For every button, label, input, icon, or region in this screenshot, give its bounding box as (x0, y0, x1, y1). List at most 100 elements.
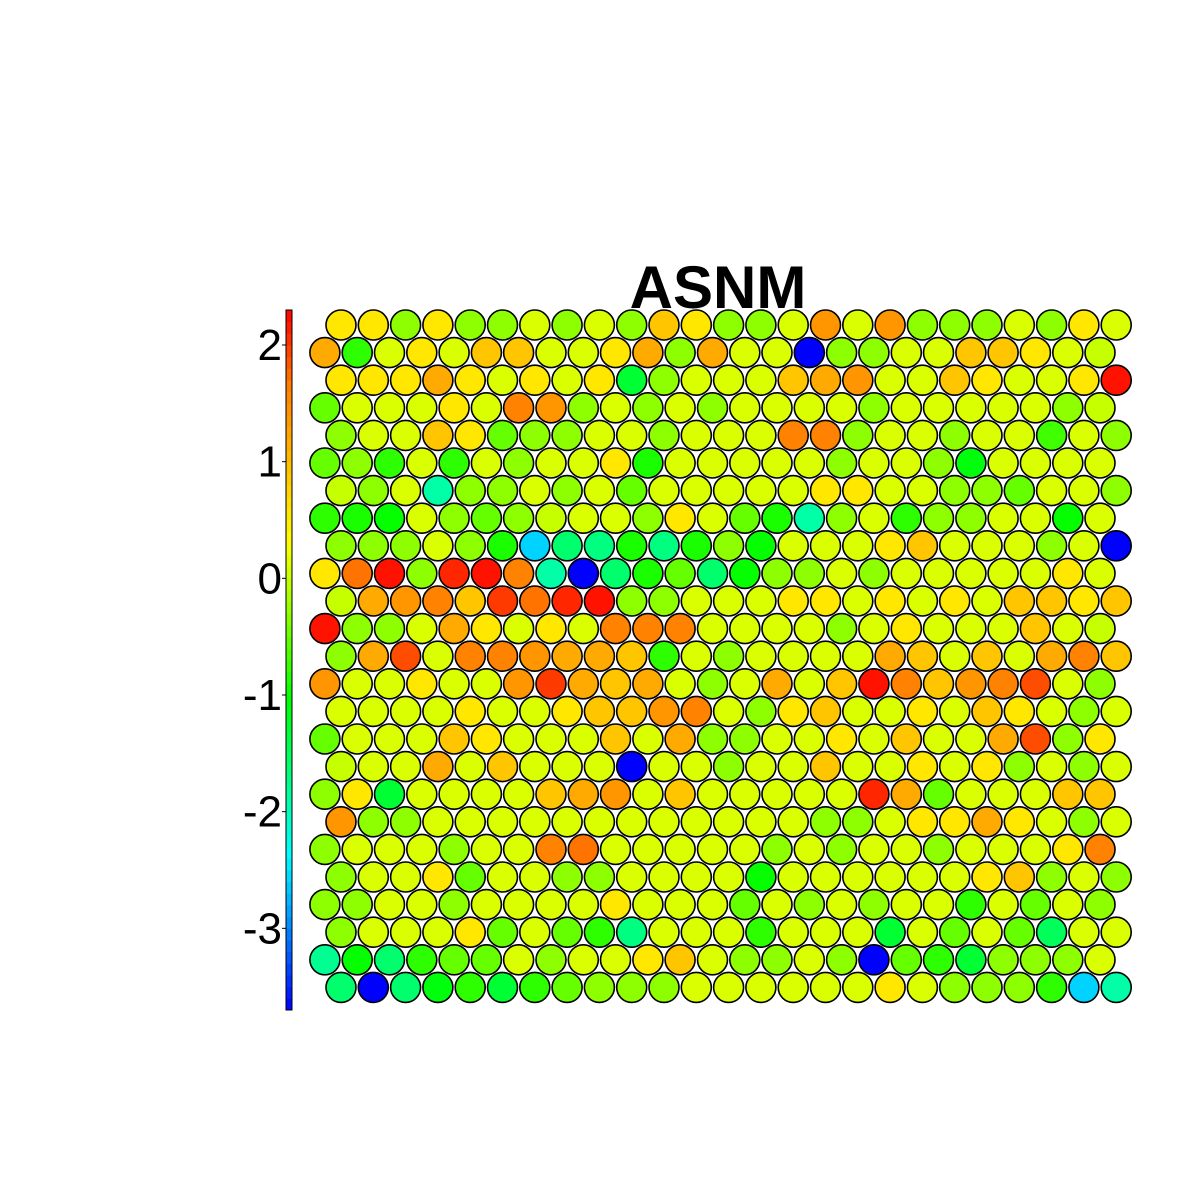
som-cell (389, 309, 422, 341)
som-cell (987, 447, 1019, 479)
colorbar-border (285, 309, 293, 1011)
som-cell (373, 557, 406, 590)
som-cell (438, 888, 470, 921)
som-cell (583, 474, 616, 507)
som-cell (712, 364, 745, 397)
som-cell (841, 529, 874, 562)
som-cell (389, 364, 422, 397)
colorbar-segment (286, 928, 292, 941)
som-cell (841, 474, 874, 507)
som-cell (696, 778, 729, 811)
som-cell (518, 585, 551, 617)
som-cell (422, 916, 454, 949)
som-cell (874, 640, 906, 673)
som-cell (341, 612, 374, 645)
som-cell (922, 888, 955, 921)
som-cell (648, 805, 680, 838)
som-cell (518, 750, 551, 783)
som-cell (728, 557, 761, 590)
som-cell (712, 695, 745, 728)
som-cell (341, 502, 374, 535)
som-cell (696, 612, 729, 645)
som-cell (567, 667, 600, 700)
som-cell (422, 971, 454, 1004)
som-cell (906, 750, 939, 783)
colorbar-segment (286, 461, 292, 474)
som-cell (938, 750, 971, 783)
som-cell (551, 640, 583, 673)
som-cell (567, 612, 600, 645)
som-cell (502, 391, 535, 424)
som-cell (1100, 750, 1132, 783)
som-cell (373, 447, 406, 479)
som-cell (486, 529, 519, 562)
som-cell (583, 419, 616, 452)
som-cell (309, 723, 341, 755)
som-cell (680, 419, 713, 452)
som-cell (777, 861, 810, 893)
som-cell (809, 585, 842, 617)
som-cell (1019, 888, 1052, 921)
som-cell (1084, 943, 1116, 976)
som-cell (809, 529, 842, 562)
som-cell (906, 474, 939, 507)
som-cell (1084, 667, 1116, 700)
som-cell (389, 805, 422, 838)
som-cell (906, 861, 939, 893)
som-cell (438, 612, 470, 645)
som-cell (890, 778, 923, 811)
som-cell (955, 336, 987, 369)
som-cell (793, 943, 826, 976)
som-cell (438, 778, 470, 811)
som-cell (1003, 805, 1036, 838)
som-cell (971, 529, 1003, 562)
som-cell (761, 778, 793, 811)
som-cell (793, 502, 826, 535)
som-cell (938, 695, 971, 728)
som-cell (890, 723, 923, 755)
som-cell (761, 612, 793, 645)
som-cell (422, 585, 454, 617)
som-cell (987, 778, 1019, 811)
som-cell (1084, 336, 1116, 369)
som-cell (1084, 391, 1116, 424)
colorbar-segment (286, 916, 292, 929)
som-cell (712, 474, 745, 507)
som-cell (1019, 557, 1052, 590)
colorbar-tick-label: 1 (258, 438, 282, 487)
som-cell (906, 805, 939, 838)
som-cell (325, 419, 357, 452)
som-cell (1019, 778, 1052, 811)
som-cell (486, 916, 519, 949)
som-cell (615, 916, 648, 949)
som-cell (325, 640, 357, 673)
som-cell (922, 557, 955, 590)
colorbar-segment (286, 438, 292, 451)
som-cell (858, 943, 890, 976)
som-cell (712, 640, 745, 673)
som-cell (1003, 419, 1036, 452)
som-cell (632, 833, 664, 866)
colorbar-segment (286, 858, 292, 871)
som-cell (825, 612, 858, 645)
chart-title: ASNM (630, 254, 807, 321)
som-cell (341, 336, 374, 369)
som-cell (761, 723, 793, 755)
som-cell (1003, 916, 1036, 949)
som-cell (583, 640, 616, 673)
som-cell (841, 971, 874, 1004)
som-cell (357, 640, 390, 673)
som-cell (745, 750, 777, 783)
som-cell (518, 474, 551, 507)
som-cell (712, 916, 745, 949)
som-cell (325, 750, 357, 783)
som-cell (502, 723, 535, 755)
som-cell (841, 309, 874, 341)
som-cell (535, 778, 567, 811)
som-cell (745, 529, 777, 562)
som-cell (551, 971, 583, 1004)
colorbar-segment (286, 998, 292, 1011)
som-cell (454, 309, 487, 341)
colorbar-segment (286, 846, 292, 859)
